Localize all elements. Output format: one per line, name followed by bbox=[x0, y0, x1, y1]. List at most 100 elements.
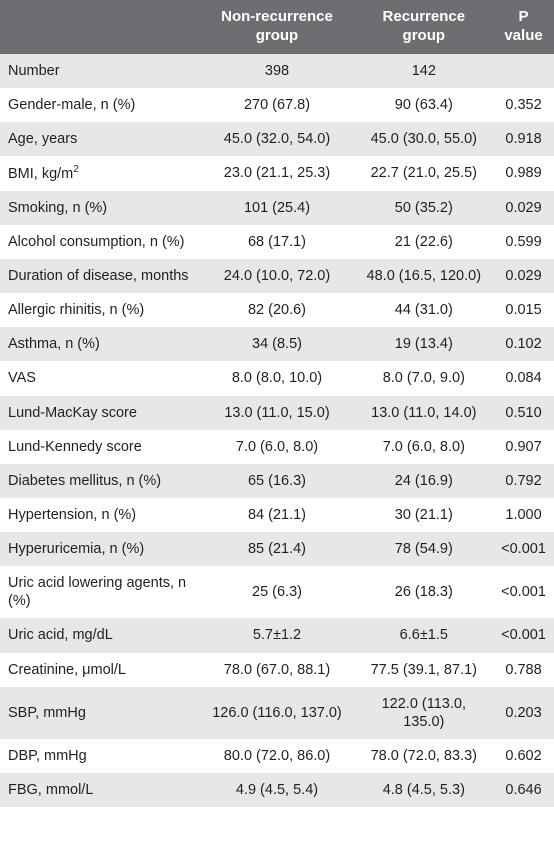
row-label: Alcohol consumption, n (%) bbox=[0, 225, 199, 259]
cell-recurrence: 22.7 (21.0, 25.5) bbox=[355, 156, 494, 191]
cell-recurrence: 48.0 (16.5, 120.0) bbox=[355, 259, 494, 293]
cell-p-value: 0.029 bbox=[493, 191, 554, 225]
cell-non-recurrence: 126.0 (116.0, 137.0) bbox=[199, 687, 354, 739]
table-row: Creatinine, μmol/L78.0 (67.0, 88.1)77.5 … bbox=[0, 653, 554, 687]
row-label: Allergic rhinitis, n (%) bbox=[0, 293, 199, 327]
cell-non-recurrence: 84 (21.1) bbox=[199, 498, 354, 532]
cell-recurrence: 26 (18.3) bbox=[355, 566, 494, 618]
table-row: VAS8.0 (8.0, 10.0)8.0 (7.0, 9.0)0.084 bbox=[0, 361, 554, 395]
cell-recurrence: 142 bbox=[355, 54, 494, 88]
cell-p-value: 0.788 bbox=[493, 653, 554, 687]
cell-recurrence: 21 (22.6) bbox=[355, 225, 494, 259]
row-label: Gender-male, n (%) bbox=[0, 88, 199, 122]
table-header: Non-recurrence group Recurrence group P … bbox=[0, 0, 554, 54]
cell-p-value: 0.918 bbox=[493, 122, 554, 156]
cell-p-value: 0.599 bbox=[493, 225, 554, 259]
cell-p-value: 0.203 bbox=[493, 687, 554, 739]
table-row: Smoking, n (%)101 (25.4)50 (35.2)0.029 bbox=[0, 191, 554, 225]
cell-recurrence: 19 (13.4) bbox=[355, 327, 494, 361]
cell-p-value: 0.792 bbox=[493, 464, 554, 498]
row-label: VAS bbox=[0, 361, 199, 395]
table-row: Age, years45.0 (32.0, 54.0)45.0 (30.0, 5… bbox=[0, 122, 554, 156]
cell-recurrence: 78 (54.9) bbox=[355, 532, 494, 566]
row-label: DBP, mmHg bbox=[0, 739, 199, 773]
table-row: Diabetes mellitus, n (%)65 (16.3)24 (16.… bbox=[0, 464, 554, 498]
cell-p-value: 0.102 bbox=[493, 327, 554, 361]
cell-non-recurrence: 13.0 (11.0, 15.0) bbox=[199, 396, 354, 430]
cell-p-value: 0.015 bbox=[493, 293, 554, 327]
cell-p-value: <0.001 bbox=[493, 618, 554, 652]
cell-non-recurrence: 80.0 (72.0, 86.0) bbox=[199, 739, 354, 773]
table-row: Hypertension, n (%)84 (21.1)30 (21.1)1.0… bbox=[0, 498, 554, 532]
cell-non-recurrence: 25 (6.3) bbox=[199, 566, 354, 618]
col-header-non-recurrence: Non-recurrence group bbox=[199, 0, 354, 54]
cell-recurrence: 8.0 (7.0, 9.0) bbox=[355, 361, 494, 395]
table-row: Asthma, n (%)34 (8.5)19 (13.4)0.102 bbox=[0, 327, 554, 361]
cell-non-recurrence: 45.0 (32.0, 54.0) bbox=[199, 122, 354, 156]
table-row: FBG, mmol/L4.9 (4.5, 5.4)4.8 (4.5, 5.3)0… bbox=[0, 773, 554, 807]
cell-p-value: 0.989 bbox=[493, 156, 554, 191]
cell-recurrence: 13.0 (11.0, 14.0) bbox=[355, 396, 494, 430]
cell-non-recurrence: 270 (67.8) bbox=[199, 88, 354, 122]
cell-p-value: <0.001 bbox=[493, 566, 554, 618]
cell-recurrence: 45.0 (30.0, 55.0) bbox=[355, 122, 494, 156]
cell-non-recurrence: 101 (25.4) bbox=[199, 191, 354, 225]
row-label: Uric acid, mg/dL bbox=[0, 618, 199, 652]
col-header-p-value: P value bbox=[493, 0, 554, 54]
cell-recurrence: 78.0 (72.0, 83.3) bbox=[355, 739, 494, 773]
cell-recurrence: 122.0 (113.0, 135.0) bbox=[355, 687, 494, 739]
cell-p-value: 1.000 bbox=[493, 498, 554, 532]
col-header-recurrence: Recurrence group bbox=[355, 0, 494, 54]
cell-non-recurrence: 7.0 (6.0, 8.0) bbox=[199, 430, 354, 464]
cell-recurrence: 30 (21.1) bbox=[355, 498, 494, 532]
table-row: Lund-MacKay score13.0 (11.0, 15.0)13.0 (… bbox=[0, 396, 554, 430]
cell-non-recurrence: 23.0 (21.1, 25.3) bbox=[199, 156, 354, 191]
row-label: Hyperuricemia, n (%) bbox=[0, 532, 199, 566]
table-row: Lund-Kennedy score7.0 (6.0, 8.0)7.0 (6.0… bbox=[0, 430, 554, 464]
table-body: Number398142Gender-male, n (%)270 (67.8)… bbox=[0, 54, 554, 808]
row-label: Asthma, n (%) bbox=[0, 327, 199, 361]
cell-non-recurrence: 68 (17.1) bbox=[199, 225, 354, 259]
cell-p-value bbox=[493, 54, 554, 88]
cell-non-recurrence: 4.9 (4.5, 5.4) bbox=[199, 773, 354, 807]
cell-p-value: 0.907 bbox=[493, 430, 554, 464]
cell-recurrence: 50 (35.2) bbox=[355, 191, 494, 225]
cell-recurrence: 4.8 (4.5, 5.3) bbox=[355, 773, 494, 807]
cell-p-value: 0.510 bbox=[493, 396, 554, 430]
cell-recurrence: 90 (63.4) bbox=[355, 88, 494, 122]
cell-recurrence: 6.6±1.5 bbox=[355, 618, 494, 652]
table-row: Uric acid lowering agents, n (%)25 (6.3)… bbox=[0, 566, 554, 618]
row-label: Number bbox=[0, 54, 199, 88]
cell-non-recurrence: 34 (8.5) bbox=[199, 327, 354, 361]
cell-non-recurrence: 78.0 (67.0, 88.1) bbox=[199, 653, 354, 687]
row-label: SBP, mmHg bbox=[0, 687, 199, 739]
cell-recurrence: 24 (16.9) bbox=[355, 464, 494, 498]
table-row: Gender-male, n (%)270 (67.8)90 (63.4)0.3… bbox=[0, 88, 554, 122]
cell-non-recurrence: 65 (16.3) bbox=[199, 464, 354, 498]
row-label: FBG, mmol/L bbox=[0, 773, 199, 807]
table-row: Hyperuricemia, n (%)85 (21.4)78 (54.9)<0… bbox=[0, 532, 554, 566]
cell-p-value: 0.602 bbox=[493, 739, 554, 773]
table-row: SBP, mmHg126.0 (116.0, 137.0)122.0 (113.… bbox=[0, 687, 554, 739]
cell-non-recurrence: 24.0 (10.0, 72.0) bbox=[199, 259, 354, 293]
row-label: Creatinine, μmol/L bbox=[0, 653, 199, 687]
row-label: Duration of disease, months bbox=[0, 259, 199, 293]
table-row: BMI, kg/m223.0 (21.1, 25.3)22.7 (21.0, 2… bbox=[0, 156, 554, 191]
cell-p-value: 0.646 bbox=[493, 773, 554, 807]
cell-p-value: <0.001 bbox=[493, 532, 554, 566]
col-header-variable bbox=[0, 0, 199, 54]
cell-recurrence: 44 (31.0) bbox=[355, 293, 494, 327]
table-row: Duration of disease, months24.0 (10.0, 7… bbox=[0, 259, 554, 293]
row-label: Smoking, n (%) bbox=[0, 191, 199, 225]
cell-p-value: 0.029 bbox=[493, 259, 554, 293]
row-label: Lund-Kennedy score bbox=[0, 430, 199, 464]
cell-p-value: 0.084 bbox=[493, 361, 554, 395]
table-row: Alcohol consumption, n (%)68 (17.1)21 (2… bbox=[0, 225, 554, 259]
table-row: Allergic rhinitis, n (%)82 (20.6)44 (31.… bbox=[0, 293, 554, 327]
cell-non-recurrence: 5.7±1.2 bbox=[199, 618, 354, 652]
table-row: Uric acid, mg/dL5.7±1.26.6±1.5<0.001 bbox=[0, 618, 554, 652]
table-row: DBP, mmHg80.0 (72.0, 86.0)78.0 (72.0, 83… bbox=[0, 739, 554, 773]
cell-non-recurrence: 85 (21.4) bbox=[199, 532, 354, 566]
table-row: Number398142 bbox=[0, 54, 554, 88]
baseline-characteristics-table: Non-recurrence group Recurrence group P … bbox=[0, 0, 554, 807]
